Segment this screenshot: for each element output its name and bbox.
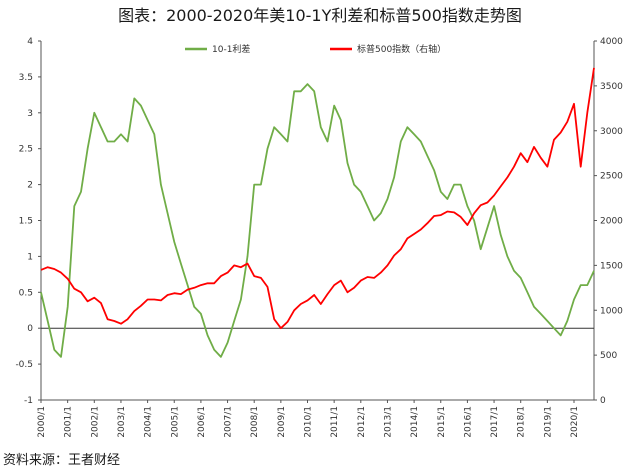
x-tick-label: 2008/1 xyxy=(250,406,260,438)
series-layer xyxy=(40,67,595,358)
left-tick-label: 4 xyxy=(27,37,33,47)
right-tick-label: 0 xyxy=(600,396,606,406)
source-note: 资料来源：王者财经 xyxy=(3,453,121,468)
left-tick-label: 2.5 xyxy=(19,145,33,155)
right-tick-label: 2000 xyxy=(600,217,623,227)
x-tick-label: 2018/1 xyxy=(517,406,527,438)
x-tick-label: 2007/1 xyxy=(224,406,234,438)
right-tick-label: 3500 xyxy=(600,82,623,92)
right-tick-label: 4000 xyxy=(600,37,623,47)
x-tick-label: 2012/1 xyxy=(357,406,367,438)
axes: 4 3.5 3 2.5 2 1.5 1 0.5 0 -0.5 -1 4000 3500 3000 2500 2… xyxy=(15,37,623,438)
x-tick-label: 2000/1 xyxy=(37,406,47,438)
x-tick-label: 2009/1 xyxy=(277,406,287,438)
left-tick-label: 0.5 xyxy=(19,288,33,298)
x-tick-label: 2015/1 xyxy=(437,406,447,438)
x-tick-label: 2013/1 xyxy=(383,406,393,438)
right-tick-label: 3000 xyxy=(600,127,623,137)
spread-series-line xyxy=(40,83,595,358)
x-tick-label: 2014/1 xyxy=(410,406,420,438)
x-tick-label: 2006/1 xyxy=(197,406,207,438)
left-tick-label: 1.5 xyxy=(19,217,33,227)
x-tick-label: 2002/1 xyxy=(90,406,100,438)
legend-spread-label: 10-1利差 xyxy=(212,43,250,55)
x-tick-label: 2005/1 xyxy=(170,406,180,438)
x-tick-label: 2011/1 xyxy=(330,406,340,438)
x-tick-label: 2001/1 xyxy=(64,406,74,438)
x-tick-label: 2010/1 xyxy=(304,406,314,438)
left-tick-label: 3.5 xyxy=(19,73,33,83)
left-tick-label: -1 xyxy=(24,396,33,406)
right-tick-label: 500 xyxy=(600,351,617,361)
left-tick-label: 3 xyxy=(27,109,33,119)
left-tick-label: 1 xyxy=(27,252,33,262)
chart-title: 图表：2000-2020年美10-1Y利差和标普500指数走势图 xyxy=(118,6,522,25)
x-tick-label: 2004/1 xyxy=(144,406,154,438)
right-tick-label: 1500 xyxy=(600,261,623,271)
sp500-series-line xyxy=(40,67,595,330)
left-tick-label: -0.5 xyxy=(15,360,33,370)
x-tick-label: 2019/1 xyxy=(543,406,553,438)
left-tick-label: 2 xyxy=(27,181,33,191)
x-tick-label: 2017/1 xyxy=(490,406,500,438)
right-tick-label: 1000 xyxy=(600,306,623,316)
x-tick-label: 2016/1 xyxy=(463,406,473,438)
legend-sp500-label: 标普500指数（右轴） xyxy=(357,43,446,55)
right-tick-label: 2500 xyxy=(600,172,623,182)
left-tick-label: 0 xyxy=(27,324,33,334)
x-tick-label: 2020/1 xyxy=(570,406,580,438)
legend: 10-1利差 标普500指数（右轴） xyxy=(185,43,446,55)
x-tick-label: 2003/1 xyxy=(117,406,127,438)
